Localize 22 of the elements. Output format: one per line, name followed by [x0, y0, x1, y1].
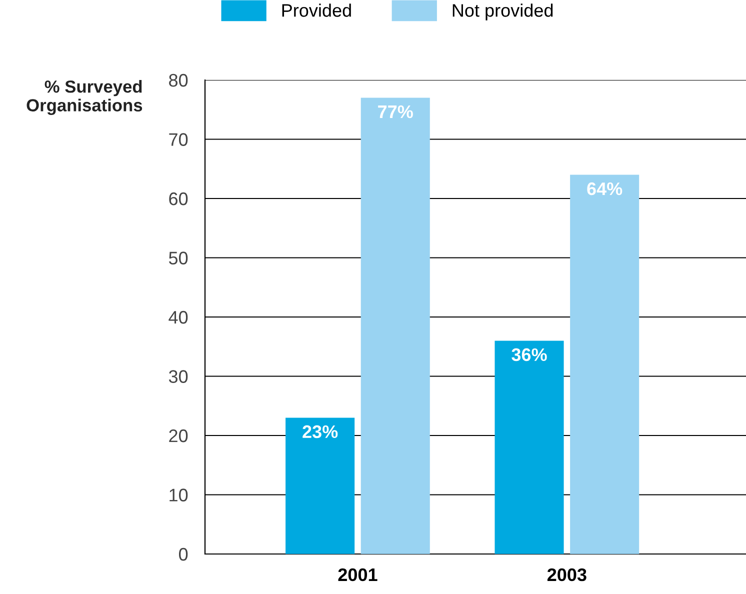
y-tick-label: 0 [179, 548, 188, 561]
data-label: 36% [512, 348, 547, 362]
bar [360, 98, 430, 554]
x-tick-label: 2003 [547, 568, 586, 582]
bar [570, 174, 640, 554]
x-tick-label: 2001 [338, 568, 378, 582]
y-tick-label: 80 [169, 74, 188, 87]
y-axis-title: % Surveyed Organisations [26, 80, 142, 115]
y-tick-label: 10 [170, 488, 188, 502]
y-tick-label: 30 [168, 370, 188, 383]
legend-label: Provided [282, 4, 351, 17]
y-tick-label: 20 [169, 429, 188, 442]
legend-label: Not provided [452, 4, 553, 20]
y-tick-label: 60 [169, 192, 188, 206]
y-tick-label: 40 [168, 310, 188, 324]
data-label: 64% [587, 182, 622, 196]
y-tick-label: 50 [168, 252, 188, 264]
bar [494, 340, 564, 554]
data-label: 23% [302, 425, 338, 438]
y-tick-label: 70 [169, 133, 188, 146]
data-label: 77% [378, 105, 413, 118]
bar [286, 418, 355, 554]
